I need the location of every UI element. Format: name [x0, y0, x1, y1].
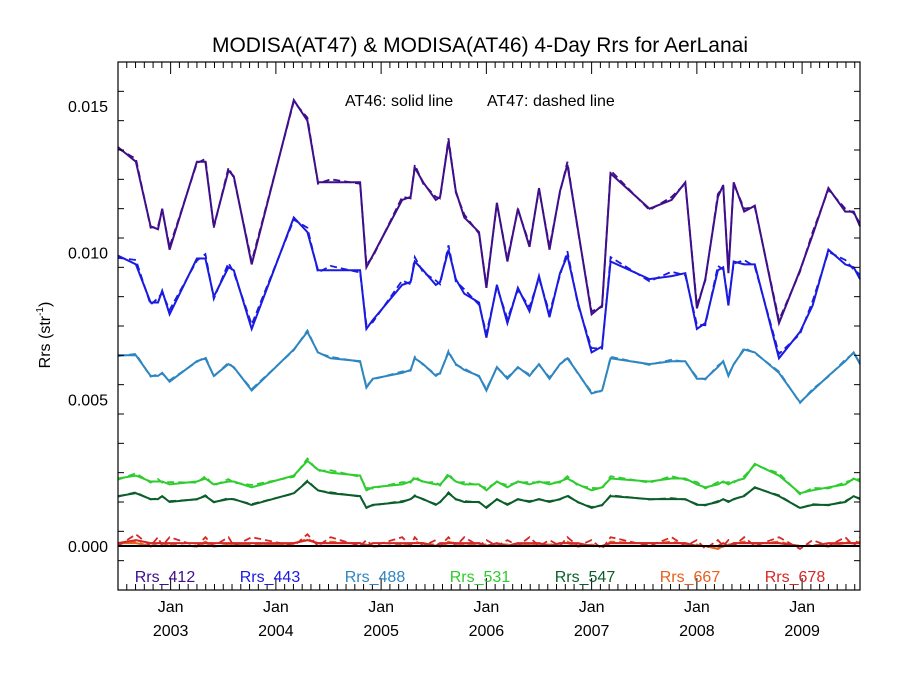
series-line-solid-rrs_547 — [117, 480, 861, 510]
x-tick-month-label: Jan — [684, 599, 710, 616]
series-line-dashed-rrs_488 — [117, 328, 861, 405]
y-tick-label: 0.000 — [68, 539, 108, 556]
series-line-dashed-rrs_412 — [117, 99, 861, 324]
y-tick-label: 0.010 — [68, 246, 108, 263]
x-tick-month-label: Jan — [473, 599, 499, 616]
series-line-dashed-rrs_443 — [117, 218, 861, 356]
x-tick-month-label: Jan — [368, 599, 394, 616]
legend-item-rrs_443: Rrs_443 — [240, 569, 301, 586]
legend-item-rrs_667: Rrs_667 — [660, 569, 721, 586]
y-axis-label: Rrs (str-1) — [35, 302, 54, 369]
x-tick-year-label: 2004 — [258, 623, 294, 640]
series-line-dashed-rrs_678 — [117, 533, 861, 551]
x-tick-year-label: 2008 — [679, 623, 715, 640]
chart-title: MODISA(AT47) & MODISA(AT46) 4-Day Rrs fo… — [212, 34, 748, 57]
x-tick-year-label: 2005 — [363, 623, 399, 640]
x-tick-year-label: 2003 — [153, 623, 189, 640]
series-line-dashed-rrs_547 — [117, 479, 861, 510]
y-tick-label: 0.015 — [68, 99, 108, 116]
series-layer — [117, 97, 861, 551]
legend-item-rrs_678: Rrs_678 — [765, 569, 826, 586]
series-line-solid-rrs_531 — [117, 459, 861, 495]
annotation-solid-line: AT46: solid line — [345, 93, 453, 110]
legend-item-rrs_531: Rrs_531 — [450, 569, 511, 586]
x-tick-month-label: Jan — [789, 599, 815, 616]
axes-layer — [117, 61, 861, 591]
y-tick-label: 0.005 — [68, 392, 108, 409]
series-line-solid-rrs_412 — [117, 97, 861, 327]
legend-item-rrs_547: Rrs_547 — [555, 569, 616, 586]
legend: Rrs_412 Rrs_443 Rrs_488 Rrs_531 Rrs_547 Rrs_6… — [135, 569, 826, 586]
annotation-dashed-line: AT47: dashed line — [487, 93, 615, 110]
x-tick-year-label: 2007 — [574, 623, 610, 640]
x-tick-year-label: 2009 — [784, 623, 820, 640]
y-tick-labels: 0.000 0.005 0.010 0.015 — [68, 99, 108, 556]
x-tick-month-label: Jan — [579, 599, 605, 616]
x-tick-month-label: Jan — [263, 599, 289, 616]
series-line-solid-rrs_488 — [118, 330, 861, 404]
x-tick-labels: Jan 2003 Jan 2004 Jan 2005 Jan 2006 Jan 2007 Jan 20… — [153, 599, 820, 640]
x-tick-year-label: 2006 — [469, 623, 505, 640]
legend-item-rrs_412: Rrs_412 — [135, 569, 196, 586]
x-tick-month-label: Jan — [158, 599, 184, 616]
legend-item-rrs_488: Rrs_488 — [345, 569, 406, 586]
series-line-solid-rrs_443 — [117, 215, 861, 361]
